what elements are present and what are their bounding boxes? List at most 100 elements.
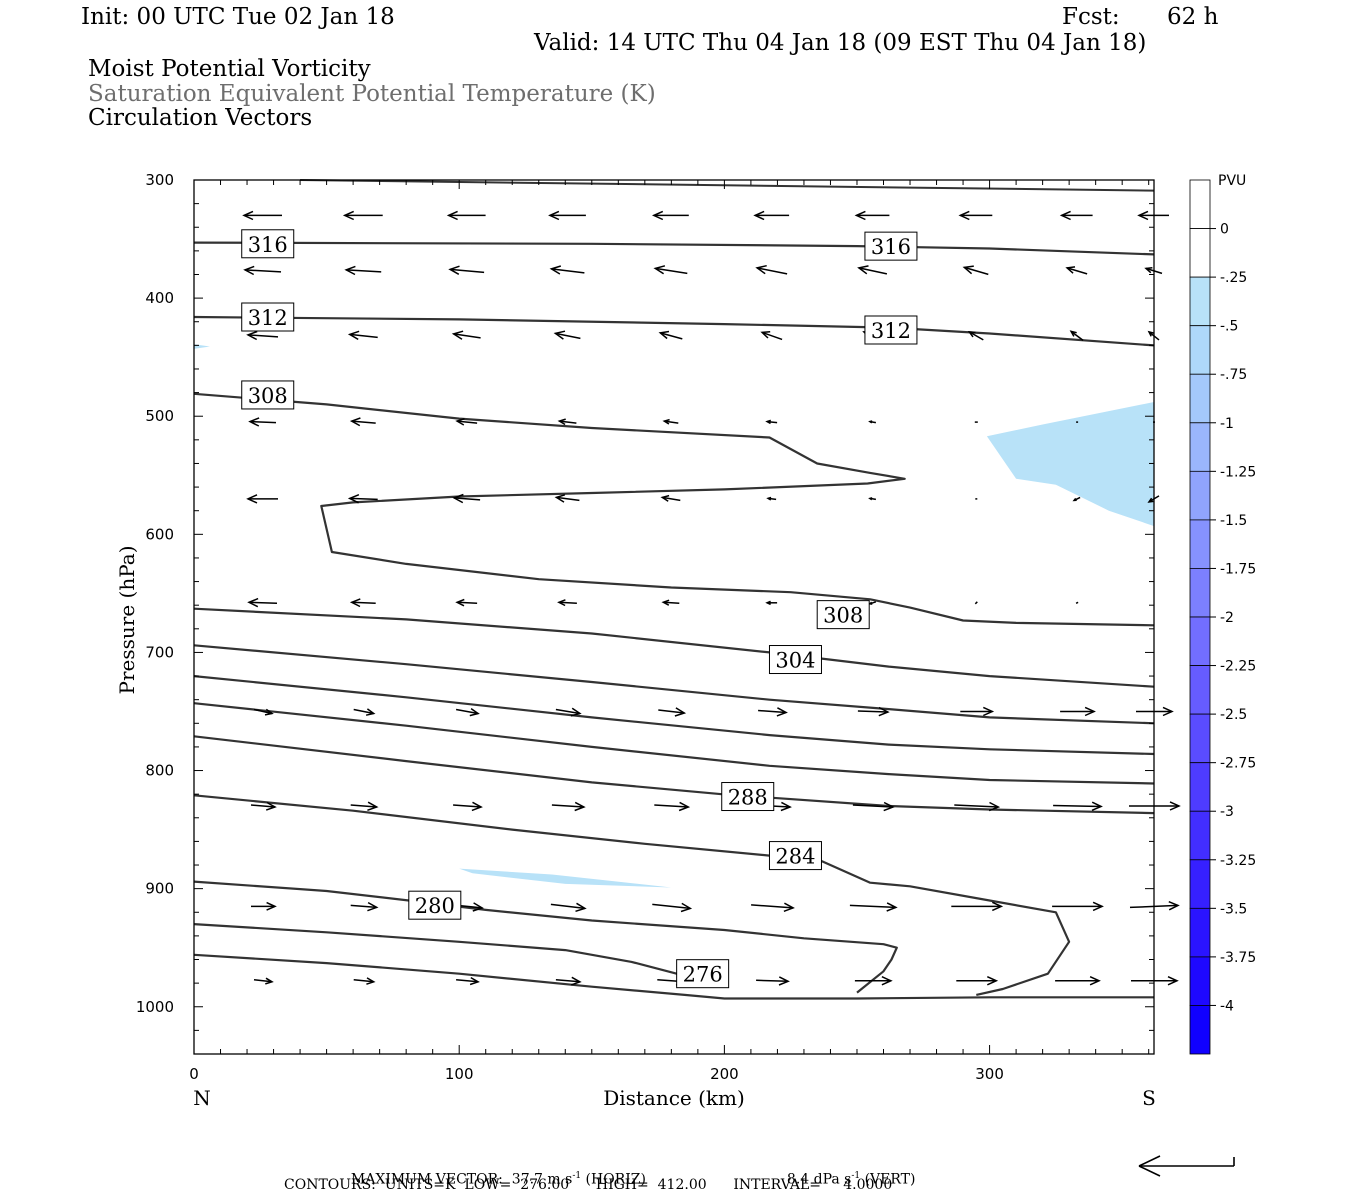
colorbar-label: -3.75 [1220,950,1256,966]
vector-shaft [555,979,580,983]
vector-r0-c7 [958,210,993,221]
vector-r0-c6 [854,210,890,221]
vector-shaft [353,708,374,715]
vector-shaft [849,904,896,909]
vector-r2-c7 [967,330,984,341]
vector-r0-c1 [342,210,383,221]
vector-head [342,210,355,221]
vector-head [765,419,772,425]
pv-colorbar: PVU 0 -.25 -.5 -.75 -1 -1.25 -1.5 -1.75 -2 -2.25 -2… [1189,173,1256,1055]
contour-label-box [864,231,918,261]
vector-shaft [453,804,482,808]
vector-shaft [454,497,481,501]
vector-r4-c5 [766,496,777,501]
contour-label-316-b: 316 [864,231,918,261]
vector-r6-c8 [1060,706,1096,717]
vector-head [574,801,586,812]
vector-r1-c0 [243,265,282,276]
vector-shaft [1075,601,1079,604]
vector-head [1065,266,1076,274]
vector-head [883,801,895,812]
vector-head [575,902,587,913]
vector-r2-c4 [658,330,683,340]
vector-r2-c5 [760,330,783,341]
max-vector-horiz-exp: -1 [572,1171,582,1181]
vector-r3-c6 [868,420,877,424]
vector-head [1089,976,1101,986]
vector-head [570,707,582,717]
contour-label-box [768,645,822,675]
vector-head [246,494,258,504]
vector-head [471,801,483,812]
colorbar-swatch-0 [1189,179,1211,229]
vector-head [1072,497,1077,502]
circulation-vectors [242,210,1181,986]
vector-r1-c1 [344,265,382,276]
max-vector-horiz-tag: (HORIZ) [581,1171,646,1188]
vector-shaft [964,266,989,276]
vector-head [469,976,480,986]
vector-r2-c0 [246,330,279,341]
vector-shaft [655,267,688,275]
vector-shaft [351,601,376,605]
contour-284 [193,794,1071,996]
vector-r8-c4 [652,902,693,913]
contour-label-box [816,600,870,630]
vector-head [548,210,560,221]
vector-shaft [663,601,680,605]
vector-head [1168,901,1180,911]
contour-276 [193,923,718,988]
vector-head [755,264,767,275]
south-label: S [1142,1086,1156,1110]
vector-shaft [559,420,577,424]
vector-shaft [751,904,794,909]
vector-r4-c4 [660,494,681,502]
vector-r0-c3 [548,210,586,221]
contour-labels: 316 316 312 312 308 308 304 288 284 280 276 [241,229,918,989]
colorbar-swatch-14 [1189,859,1211,909]
vector-head [265,977,274,985]
valid-time: Valid: 14 UTC Thu 04 Jan 18 (09 EST Thu … [534,30,1147,56]
vector-shaft [551,804,584,808]
vector-r7-c0 [250,801,277,811]
contour-label-text: 288 [728,786,768,810]
x-tick-label: 300 [975,1065,1004,1083]
contour-304 [193,607,1155,688]
vector-shaft [455,708,479,715]
vector-r5-c4 [661,599,680,606]
vector-shaft [353,979,374,983]
vector-head [570,976,582,986]
colorbar-swatch-11 [1189,713,1211,764]
vector-head [247,597,259,608]
vector-head [1137,210,1149,221]
vector-r7-c1 [350,801,379,812]
vector-head [242,210,254,221]
field-title-vectors: Circulation Vectors [88,105,313,131]
max-vector-vert-tag: (VERT) [860,1171,916,1188]
vector-r2-c3 [553,330,581,340]
vector-shaft [555,708,581,715]
vector-shaft [954,804,999,808]
vector-shaft [1070,330,1084,341]
vector-shaft [550,903,585,910]
vector-head [881,976,893,986]
vector-shaft [350,804,377,808]
vector-head [349,598,361,608]
vector-head [452,493,464,504]
vector-shaft [652,903,691,910]
x-tick-label: 100 [445,1065,474,1083]
vector-r7-c8 [1053,801,1103,811]
colorbar-swatch-17 [1189,1005,1211,1055]
y-tick-label: 300 [145,171,174,189]
colorbar-label: -2 [1220,610,1234,626]
vector-head [854,210,866,221]
vector-head [455,598,465,607]
vector-r0-c5 [753,210,790,221]
vector-shaft [457,420,478,424]
y-tick-label: 700 [145,643,174,661]
vector-r3-c2 [455,417,478,426]
vector-head [780,801,792,812]
pv-region-1 [986,402,1154,527]
vector-head [958,210,970,221]
vector-r8-c1 [350,901,379,912]
